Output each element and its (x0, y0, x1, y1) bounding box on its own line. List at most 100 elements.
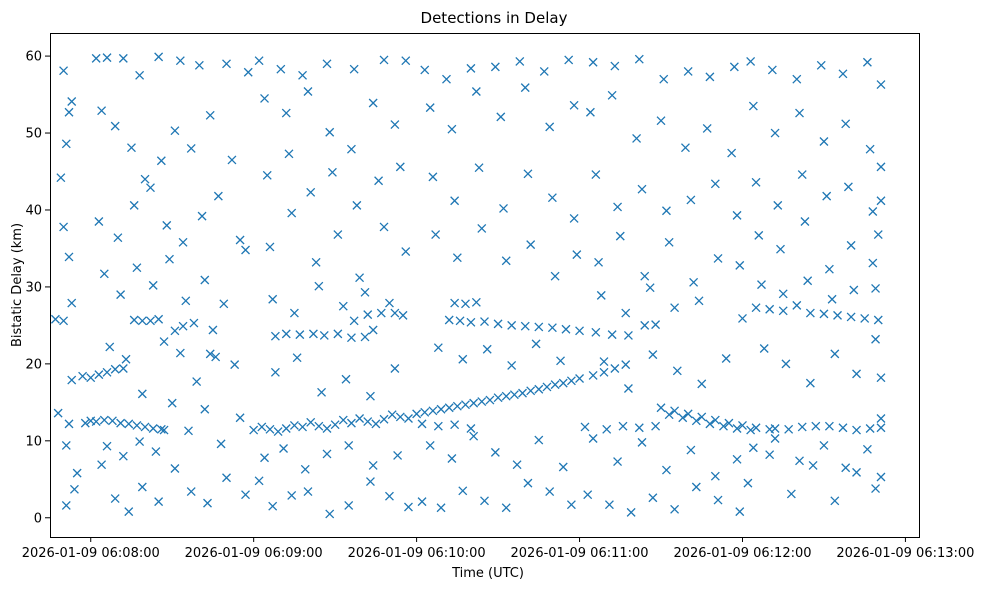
data-point (72, 468, 82, 478)
data-point (713, 495, 723, 505)
data-point (816, 60, 826, 70)
data-point (778, 306, 788, 316)
data-point (466, 424, 476, 433)
data-point (270, 331, 280, 341)
data-point (512, 460, 522, 470)
data-point (637, 437, 647, 447)
data-point (618, 421, 628, 431)
data-point (390, 308, 400, 318)
data-point (683, 409, 693, 419)
data-point (69, 484, 79, 494)
data-point (390, 120, 400, 130)
data-point (395, 412, 405, 422)
data-point (751, 303, 761, 313)
data-point (265, 242, 275, 252)
data-point (102, 367, 112, 377)
data-point (197, 211, 207, 221)
x-tick-label: 2026-01-09 06:11:00 (511, 546, 649, 561)
data-point (596, 290, 606, 300)
data-point (314, 281, 324, 291)
data-point (338, 301, 348, 311)
data-point (203, 498, 212, 508)
data-point (466, 63, 476, 73)
y-tick-label: 10 (25, 434, 42, 449)
data-point (186, 143, 196, 153)
data-point (379, 55, 389, 65)
data-point (154, 314, 164, 324)
data-point (355, 414, 365, 423)
data-point (59, 316, 69, 326)
data-point (862, 444, 872, 454)
data-point (876, 162, 886, 172)
data-point (333, 230, 343, 240)
data-point (795, 456, 804, 466)
data-point (588, 57, 598, 67)
data-point (599, 357, 609, 367)
data-point (102, 53, 112, 63)
data-point (61, 139, 71, 149)
data-point (607, 330, 617, 340)
data-point (178, 321, 188, 331)
data-point (137, 482, 147, 492)
data-point (545, 487, 555, 497)
data-point (401, 247, 411, 256)
data-point (558, 378, 568, 388)
data-point (458, 354, 468, 364)
data-point (360, 332, 370, 342)
data-point (583, 490, 593, 500)
data-point (346, 418, 356, 428)
data-point (311, 257, 321, 267)
data-point (735, 260, 745, 270)
data-point (702, 123, 712, 133)
data-point (292, 353, 302, 363)
data-point (213, 191, 223, 201)
data-point (154, 52, 164, 62)
data-point (268, 294, 278, 304)
data-point (208, 325, 218, 335)
data-point (648, 493, 658, 503)
data-point (289, 308, 299, 318)
data-point (656, 403, 666, 413)
data-point (270, 367, 280, 377)
data-point (876, 472, 886, 482)
data-point (822, 191, 832, 201)
data-point (776, 244, 785, 254)
data-point (200, 275, 210, 285)
data-point (175, 56, 185, 66)
data-point (110, 494, 120, 503)
data-point (585, 107, 595, 117)
data-point (830, 496, 840, 506)
data-point (64, 419, 74, 429)
data-point (746, 57, 756, 66)
data-point (515, 57, 525, 66)
data-point (64, 107, 74, 117)
data-point (105, 342, 115, 352)
data-point (235, 413, 245, 423)
data-point (80, 418, 90, 428)
data-point (860, 314, 870, 323)
data-point (338, 415, 348, 425)
data-point (746, 425, 756, 435)
data-point (287, 490, 297, 500)
data-point (575, 374, 585, 383)
data-point (365, 391, 375, 401)
data-point (824, 421, 834, 431)
data-point (767, 65, 777, 75)
x-axis: 2026-01-09 06:08:00 2026-01-09 06:09:00 20… (22, 537, 974, 561)
data-point (634, 423, 644, 433)
data-point (129, 200, 139, 210)
data-point (471, 87, 481, 96)
y-axis: 0 10 20 30 40 50 60 (25, 50, 50, 526)
data-point (501, 391, 511, 401)
data-point (341, 374, 351, 384)
data-point (778, 289, 788, 299)
data-point (450, 196, 460, 206)
data-point (724, 418, 734, 428)
data-point (281, 108, 291, 118)
data-point (757, 280, 766, 290)
data-point (493, 393, 503, 403)
data-point (754, 230, 764, 240)
data-point (129, 315, 139, 325)
chart-title: Detections in Delay (421, 9, 568, 27)
data-point (230, 360, 240, 370)
